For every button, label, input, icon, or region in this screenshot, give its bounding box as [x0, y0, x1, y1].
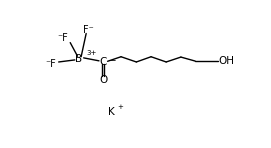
Text: C: C	[99, 57, 107, 67]
Text: F⁻: F⁻	[83, 25, 93, 35]
Text: +: +	[117, 104, 123, 110]
Text: ⁻F: ⁻F	[46, 59, 56, 69]
Text: B: B	[75, 54, 83, 64]
Text: OH: OH	[219, 56, 235, 66]
Text: −: −	[108, 55, 115, 64]
Text: O: O	[99, 75, 107, 85]
Text: K: K	[108, 107, 115, 117]
Text: ⁻F: ⁻F	[57, 33, 68, 43]
Text: 3+: 3+	[86, 50, 96, 56]
